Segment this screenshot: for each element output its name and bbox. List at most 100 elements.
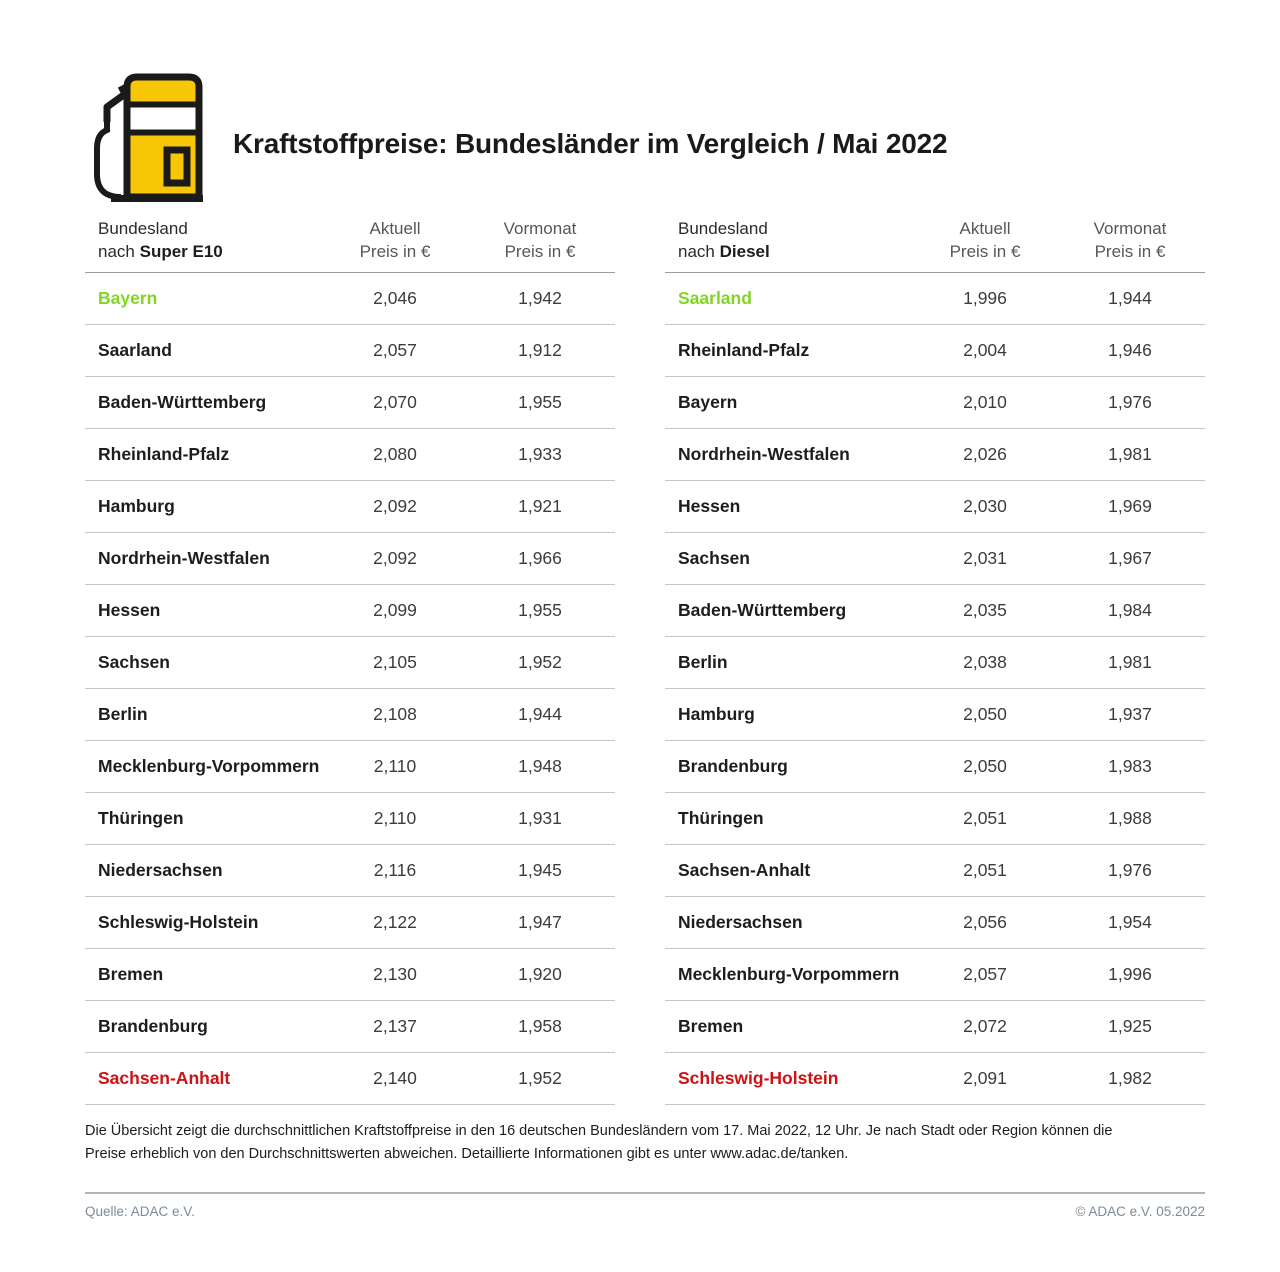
previous-month-price: 1,920	[518, 964, 562, 984]
current-price: 2,099	[373, 600, 417, 620]
previous-month-price: 1,933	[518, 444, 562, 464]
state-name: Sachsen	[98, 652, 170, 672]
table-row: Baden-Württemberg 2,070 1,955	[85, 377, 615, 429]
fuel-type-label: Super E10	[139, 242, 223, 261]
table-header: Bundesland nach Super E10 Aktuell Preis …	[85, 217, 615, 273]
table-body: Saarland 1,996 1,944 Rheinland-Pfalz 2,0…	[665, 273, 1205, 1105]
table-row: Baden-Württemberg 2,035 1,984	[665, 585, 1205, 637]
previous-month-price: 1,952	[518, 652, 562, 672]
current-price: 2,031	[963, 548, 1007, 568]
previous-month-price: 1,981	[1108, 652, 1152, 672]
previous-month-price: 1,955	[518, 600, 562, 620]
state-name: Niedersachsen	[678, 912, 803, 932]
state-name: Mecklenburg-Vorpommern	[678, 964, 900, 984]
table-row: Sachsen 2,105 1,952	[85, 637, 615, 689]
fuel-table-diesel: Bundesland nach Diesel Aktuell Preis in …	[665, 217, 1205, 1105]
previous-month-price: 1,954	[1108, 912, 1152, 932]
state-name: Saarland	[678, 288, 752, 308]
previous-month-price: 1,948	[518, 756, 562, 776]
table-row: Nordrhein-Westfalen 2,026 1,981	[665, 429, 1205, 481]
current-price: 2,004	[963, 340, 1007, 360]
current-price: 2,092	[373, 548, 417, 568]
current-price: 2,137	[373, 1016, 417, 1036]
current-price: 2,051	[963, 860, 1007, 880]
state-name: Nordrhein-Westfalen	[678, 444, 850, 464]
state-name: Sachsen	[678, 548, 750, 568]
state-name: Baden-Württemberg	[678, 600, 847, 620]
table-row: Niedersachsen 2,056 1,954	[665, 897, 1205, 949]
table-row: Schleswig-Holstein 2,122 1,947	[85, 897, 615, 949]
state-name: Mecklenburg-Vorpommern	[98, 756, 320, 776]
fuel-pump-icon	[94, 73, 203, 202]
current-price: 2,092	[373, 496, 417, 516]
previous-month-price: 1,945	[518, 860, 562, 880]
current-price: 2,038	[963, 652, 1007, 672]
previous-month-price: 1,976	[1108, 860, 1152, 880]
header-aktuell: Aktuell Preis in €	[949, 219, 1021, 261]
state-name: Rheinland-Pfalz	[678, 340, 810, 360]
table-row: Sachsen 2,031 1,967	[665, 533, 1205, 585]
footnote-line: Preise erheblich von den Durchschnittswe…	[85, 1145, 849, 1162]
previous-month-price: 1,944	[1108, 288, 1152, 308]
state-name: Schleswig-Holstein	[98, 912, 259, 932]
header-bar: Kraftstoffpreise: Bundesländer im Vergle…	[85, 68, 1205, 203]
state-name: Sachsen-Anhalt	[678, 860, 811, 880]
page-title: Kraftstoffpreise: Bundesländer im Vergle…	[233, 127, 948, 159]
current-price: 2,057	[963, 964, 1007, 984]
state-name: Brandenburg	[678, 756, 788, 776]
table-row: Mecklenburg-Vorpommern 2,110 1,948	[85, 741, 615, 793]
table-row: Bayern 2,010 1,976	[665, 377, 1205, 429]
table-row: Rheinland-Pfalz 2,080 1,933	[85, 429, 615, 481]
previous-month-price: 1,958	[518, 1016, 562, 1036]
table-row: Brandenburg 2,050 1,983	[665, 741, 1205, 793]
table-row: Bremen 2,130 1,920	[85, 949, 615, 1001]
previous-month-price: 1,982	[1108, 1068, 1152, 1088]
current-price: 2,140	[373, 1068, 417, 1088]
previous-month-price: 1,942	[518, 288, 562, 308]
current-price: 1,996	[963, 288, 1007, 308]
previous-month-price: 1,946	[1108, 340, 1152, 360]
table-row: Saarland 1,996 1,944	[665, 273, 1205, 325]
table-row: Thüringen 2,051 1,988	[665, 793, 1205, 845]
state-name: Sachsen-Anhalt	[98, 1068, 231, 1088]
state-name: Berlin	[678, 652, 728, 672]
state-name: Thüringen	[678, 808, 764, 828]
table-row: Bremen 2,072 1,925	[665, 1001, 1205, 1053]
state-name: Bayern	[98, 288, 158, 308]
previous-month-price: 1,969	[1108, 496, 1152, 516]
previous-month-price: 1,947	[518, 912, 562, 932]
current-price: 2,030	[963, 496, 1007, 516]
state-name: Bayern	[678, 392, 738, 412]
state-name: Thüringen	[98, 808, 184, 828]
current-price: 2,010	[963, 392, 1007, 412]
state-name: Hessen	[98, 600, 161, 620]
current-price: 2,110	[373, 808, 417, 828]
state-name: Brandenburg	[98, 1016, 208, 1036]
state-name: Hamburg	[98, 496, 175, 516]
header-aktuell: Aktuell Preis in €	[359, 219, 431, 261]
tables-area: Bundesland nach Super E10 Aktuell Preis …	[85, 217, 1205, 1105]
previous-month-price: 1,944	[518, 704, 562, 724]
table-body: Bayern 2,046 1,942 Saarland 2,057 1,912 …	[85, 273, 615, 1105]
state-name: Hamburg	[678, 704, 755, 724]
source-note: Quelle: ADAC e.V.	[85, 1204, 195, 1219]
state-name: Rheinland-Pfalz	[98, 444, 230, 464]
table-row: Nordrhein-Westfalen 2,092 1,966	[85, 533, 615, 585]
previous-month-price: 1,988	[1108, 808, 1152, 828]
table-row: Sachsen-Anhalt 2,140 1,952	[85, 1053, 615, 1105]
table-row: Mecklenburg-Vorpommern 2,057 1,996	[665, 949, 1205, 1001]
previous-month-price: 1,976	[1108, 392, 1152, 412]
table-row: Brandenburg 2,137 1,958	[85, 1001, 615, 1053]
state-name: Bremen	[98, 964, 164, 984]
previous-month-price: 1,983	[1108, 756, 1152, 776]
table-row: Schleswig-Holstein 2,091 1,982	[665, 1053, 1205, 1105]
state-name: Berlin	[98, 704, 148, 724]
current-price: 2,050	[963, 704, 1007, 724]
state-name: Saarland	[98, 340, 172, 360]
current-price: 2,057	[373, 340, 417, 360]
copyright-note: © ADAC e.V. 05.2022	[1075, 1204, 1205, 1219]
previous-month-price: 1,984	[1108, 600, 1152, 620]
footnote: Die Übersicht zeigt die durchschnittlich…	[85, 1120, 1205, 1165]
table-row: Berlin 2,038 1,981	[665, 637, 1205, 689]
previous-month-price: 1,937	[1108, 704, 1152, 724]
